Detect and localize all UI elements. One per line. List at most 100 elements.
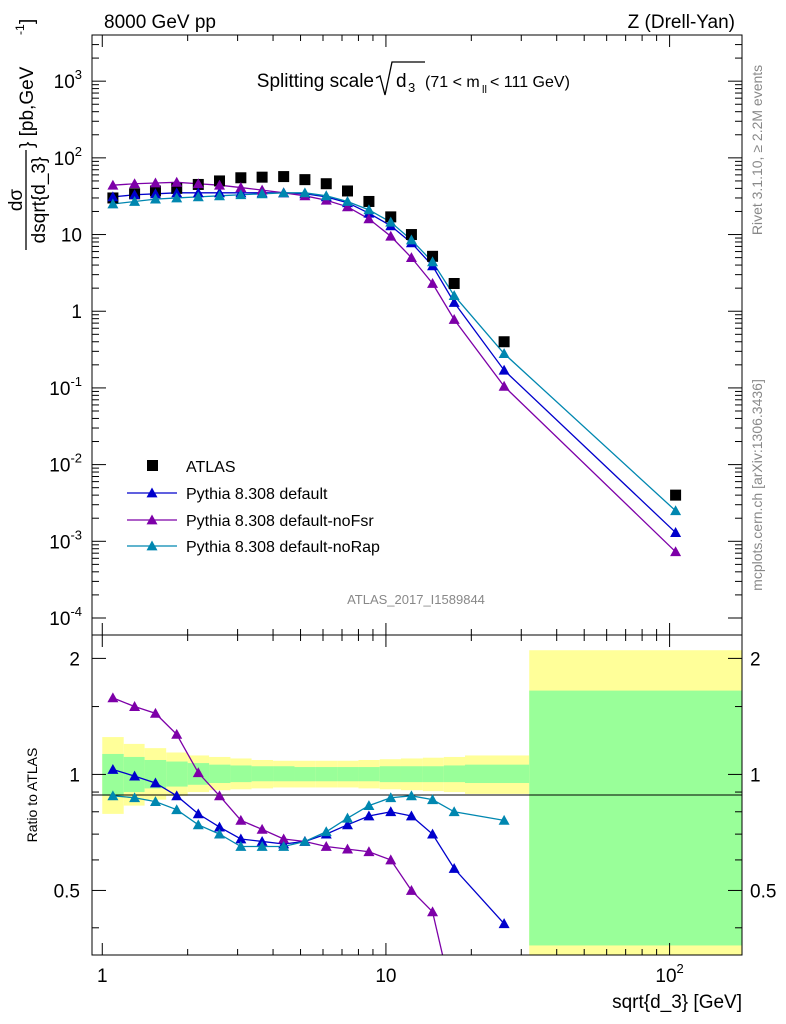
- mc-data-point: [320, 190, 332, 201]
- y-tick-label: 103: [54, 67, 82, 93]
- title-cut-post: < 111 GeV): [490, 74, 570, 91]
- ratio-data-point: [129, 792, 141, 803]
- y-tick-label: 1: [750, 765, 761, 786]
- y-tick-label: 10-1: [49, 374, 82, 400]
- main-series-line: [112, 192, 677, 534]
- mc-data-point: [363, 204, 375, 215]
- band-inner-bin: [166, 761, 188, 787]
- ratio-data-point: [405, 790, 417, 801]
- title-sqrt-sign: [375, 61, 425, 96]
- y-tick-label: 2: [69, 649, 80, 670]
- band-inner-bin: [358, 767, 380, 782]
- ratio-data-point: [278, 841, 290, 851]
- ratio-data-point: [427, 906, 439, 917]
- mc-data-point: [448, 296, 460, 307]
- ylabel-unit-sup: -1: [13, 24, 27, 35]
- mc-data-point: [256, 188, 268, 199]
- ratio-series-line: [112, 795, 505, 848]
- mc-data-point: [363, 213, 375, 224]
- ratio-data-point: [149, 777, 161, 788]
- ratio-data-point: [171, 790, 183, 801]
- ratio-data-point: [385, 806, 397, 817]
- mc-data-point: [129, 178, 141, 189]
- mc-data-point: [107, 198, 119, 209]
- ylabel-num: dσ: [6, 189, 27, 212]
- mc-data-point: [341, 195, 353, 206]
- ratio-xlabel: sqrt{d_3} [GeV]: [612, 992, 742, 1013]
- ratio-frame: [91, 634, 743, 956]
- ratio-data-point: [341, 843, 353, 854]
- main-ylabel: dσ dsqrt{d_3} } [pb,GeV -1 ]: [6, 19, 50, 250]
- band-inner-bin: [443, 765, 466, 783]
- y-tick-label: 0.5: [54, 881, 80, 902]
- y-tick-label: 10-3: [49, 527, 82, 553]
- ratio-data-point: [129, 701, 141, 711]
- main-series: [107, 171, 682, 557]
- ratio-uncertainty-bands: [102, 650, 742, 955]
- ratio-data-point: [107, 763, 119, 774]
- atlas-data-point: [670, 489, 682, 501]
- ratio-data-point: [235, 814, 247, 825]
- ratio-data-point: [427, 794, 439, 805]
- mc-data-point: [149, 177, 161, 188]
- band-inner-bin: [273, 766, 295, 782]
- title-cut-sub: ll: [482, 84, 487, 96]
- mc-data-point: [448, 314, 460, 324]
- y-tick-label: 102: [54, 144, 82, 170]
- ratio-data-point: [405, 884, 417, 895]
- analysis-id: ATLAS_2017_I1589844: [347, 592, 485, 607]
- mc-data-point: [385, 216, 397, 227]
- mc-data-point: [341, 201, 353, 212]
- mcplots-label: mcplots.cern.ch [arXiv:1306.3436]: [749, 379, 765, 591]
- ylabel-den: dsqrt{d_3}: [29, 157, 50, 244]
- ratio-data-point: [192, 808, 204, 819]
- ratio-data-point: [149, 796, 161, 807]
- mc-data-point: [214, 179, 226, 190]
- ratio-data-point: [341, 812, 353, 823]
- ratio-data-point: [320, 826, 332, 837]
- title-main: Splitting scale: [257, 71, 374, 92]
- title-cut-pre: (71 < m: [425, 74, 480, 91]
- mc-data-point: [149, 188, 161, 199]
- ratio-axis-ticks: 1 10 102 0.5 0.5 1 1 2 2: [54, 635, 776, 987]
- atlas-data-point: [427, 250, 439, 262]
- y-tick-label: 1: [69, 765, 80, 786]
- ratio-data-point: [192, 819, 204, 830]
- mc-data-point: [405, 234, 417, 245]
- ratio-data-point: [498, 814, 510, 825]
- title-sqrt-arg: d: [396, 71, 407, 92]
- ratio-data-point: [107, 790, 119, 801]
- legend-marker: [146, 514, 158, 525]
- ratio-data-point: [256, 835, 268, 846]
- mc-data-point: [235, 189, 247, 200]
- ratio-data-point: [107, 692, 119, 703]
- x-tick-label: 102: [655, 961, 683, 987]
- ratio-data-point: [214, 828, 226, 839]
- mc-data-point: [670, 505, 682, 516]
- mc-data-point: [278, 187, 290, 198]
- band-inner-bin: [379, 766, 401, 783]
- ratio-data-point: [427, 828, 439, 839]
- band-inner-bin: [400, 766, 423, 783]
- ratio-data-point: [448, 806, 460, 817]
- legend-marker: [146, 487, 158, 498]
- atlas-data-point: [320, 178, 332, 190]
- band-inner-bin: [294, 767, 316, 782]
- mc-data-point: [498, 364, 510, 375]
- band-inner-bin: [422, 766, 444, 783]
- rivet-label: Rivet 3.1.10, ≥ 2.2M events: [749, 65, 765, 235]
- ratio-panel: 1 10 102 0.5 0.5 1 1 2 2 Ratio to ATLAS sqrt{d_3…: [24, 634, 776, 1013]
- ratio-data-point: [214, 790, 226, 801]
- band-inner-bin: [315, 767, 338, 782]
- band-inner-bin: [529, 690, 742, 946]
- ratio-data-point: [171, 804, 183, 815]
- atlas-data-point: [256, 171, 268, 183]
- ratio-data-point: [363, 846, 375, 857]
- band-inner-bin: [251, 766, 274, 782]
- ratio-data-point: [385, 854, 397, 865]
- mc-data-point: [149, 193, 161, 204]
- legend-label-default: Pythia 8.308 default: [186, 486, 328, 503]
- header-left: 8000 GeV pp: [104, 12, 216, 33]
- mc-data-point: [171, 192, 183, 203]
- mc-data-point: [427, 277, 439, 288]
